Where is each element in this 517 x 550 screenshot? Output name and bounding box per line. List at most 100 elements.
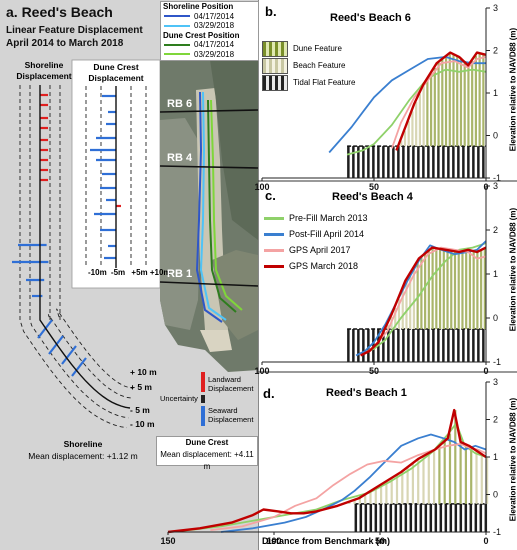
dune-feature-bar [430,73,433,147]
tidal-flat-hatch [447,146,450,178]
tidal-flat-hatch [464,503,468,532]
panel-d-xlabel: Distance from Benchmark (m) [262,536,391,546]
tidal-flat-hatch [422,146,425,178]
beach-feature-bar [400,140,403,147]
beach-feature-bar [411,463,414,504]
shoreline-header-1: Shoreline [24,60,64,70]
y-tick-label: -1 [493,357,501,367]
series-pre-fill-march-2013 [167,422,487,533]
transect-rb6 [159,109,258,113]
tidal-flat-hatch [467,146,470,178]
tidal-flat-hatch [462,329,465,362]
legend-line-swatch [264,264,284,268]
beach-feature-bar [380,485,383,504]
dune-feature-bar [426,79,429,147]
inset-axis-labels: -10m -5m +5m +10m [88,268,171,277]
transect-label-rb1: RB 1 [167,268,193,280]
beach-feature-bar [417,459,420,504]
survey-legend: Pre-Fill March 2013 Post-Fill April 2014… [264,210,424,274]
profile-chart-3: 3 2 1 0 -1 150 100 50 0 [160,377,501,546]
dune-feature-bar [476,251,479,329]
dune-feature-bar [464,443,467,504]
shoreline-guide-line [29,85,129,419]
tidal-flat-hatch [442,146,445,178]
dune-feature-bar [454,410,457,504]
beach-feature-bar [422,86,425,147]
beach-feature-bar [386,324,389,329]
dune-feature-bar [433,67,436,147]
tidal-flat-hatch [359,503,363,532]
inset-axis-p10: +10m [149,268,171,277]
tidal-flat-hatch [477,329,480,362]
x-tick-label: 100 [254,182,269,192]
dune-feature-bar [424,254,427,329]
dune-feature-bar [471,61,474,147]
survey-legend-item-4: GPS March 2018 [264,258,424,274]
transect-rb4 [159,165,258,169]
y-tick-label: 2 [493,46,498,56]
tidal-flat-hatch [412,329,415,362]
tidal-flat-hatch [362,329,365,362]
legend-pre-fill-2013: Pre-Fill March 2013 [289,213,368,223]
series-pre-fill-march-2013 [346,68,487,156]
map-legend-swatch [164,53,190,56]
dune-feature-bar [438,446,441,504]
map-shoreline-2018 [199,91,227,321]
dune-feature-label: Dune Feature [293,44,342,53]
beach-feature-bar [358,498,361,504]
tidal-flat-hatch [437,329,440,362]
shoreline-trace [39,85,131,409]
series-gps-april-2017 [364,246,487,354]
y-tick-label: 1 [493,88,498,98]
x-tick-label: 100 [266,536,281,546]
dune-feature-bar [483,248,486,329]
dune-feature-bar [448,53,451,147]
tidal-flat-hatch [454,503,458,532]
tidal-flat-hatch [382,329,385,362]
tidal-flat-hatch [387,146,390,178]
tidal-flat-hatch [389,503,393,532]
beach-feature-bar [409,274,412,329]
uncertainty-swatch [201,395,205,403]
panel-a-subtitle-2: April 2014 to March 2018 [6,38,124,49]
tidal-flat-hatch [479,503,483,532]
tidal-flat-hatch [347,329,350,362]
beach-feature-bar [369,491,372,504]
map-legend-shoreline-item-1: 04/17/2014 [161,12,258,22]
seaward-bar [71,357,87,377]
panel-a-drawing [12,59,258,429]
ylabel-b: Elevation relative to NAVD88 (m) [508,27,517,152]
panel-b-label: b. [265,4,277,19]
beach-feature-bar [405,280,408,329]
tidal-flat-hatch [469,503,473,532]
tidal-flat-hatch [474,503,478,532]
map-dune-2018 [210,99,243,311]
y-tick-label: -1 [493,527,501,537]
tidal-flat-hatch [477,146,480,178]
tidal-feature-label: Tidal Flat Feature [293,78,356,87]
tidal-flat-hatch [414,503,418,532]
transect-label-rb6: RB 6 [167,98,193,110]
dune-feature-bar [478,52,481,147]
dune-feature-bar [467,64,470,147]
map-legend-shoreline-item-2-label: 03/29/2018 [194,21,235,30]
tidal-flat-hatch [382,146,385,178]
map-legend-shoreline-title: Shoreline Position [163,2,234,11]
map-dune-2014 [207,99,237,313]
scale-label-p5: + 5 m [130,382,152,392]
tidal-flat-hatch [364,503,368,532]
tidal-flat-hatch [432,329,435,362]
tidal-flat-hatch [367,146,370,178]
dune-feature-bar [472,250,475,329]
shoreline-guide-line [19,85,127,429]
seaward-bar [37,319,53,339]
dune-feature-bar [461,251,464,329]
series-gps-march-2018 [167,408,487,534]
scale-label-m10: - 10 m [130,419,155,429]
tidal-flat-hatch [442,329,445,362]
scale-label-m5: - 5 m [130,405,150,415]
survey-legend-item-1: Pre-Fill March 2013 [264,210,424,226]
tidal-flat-hatch [417,146,420,178]
